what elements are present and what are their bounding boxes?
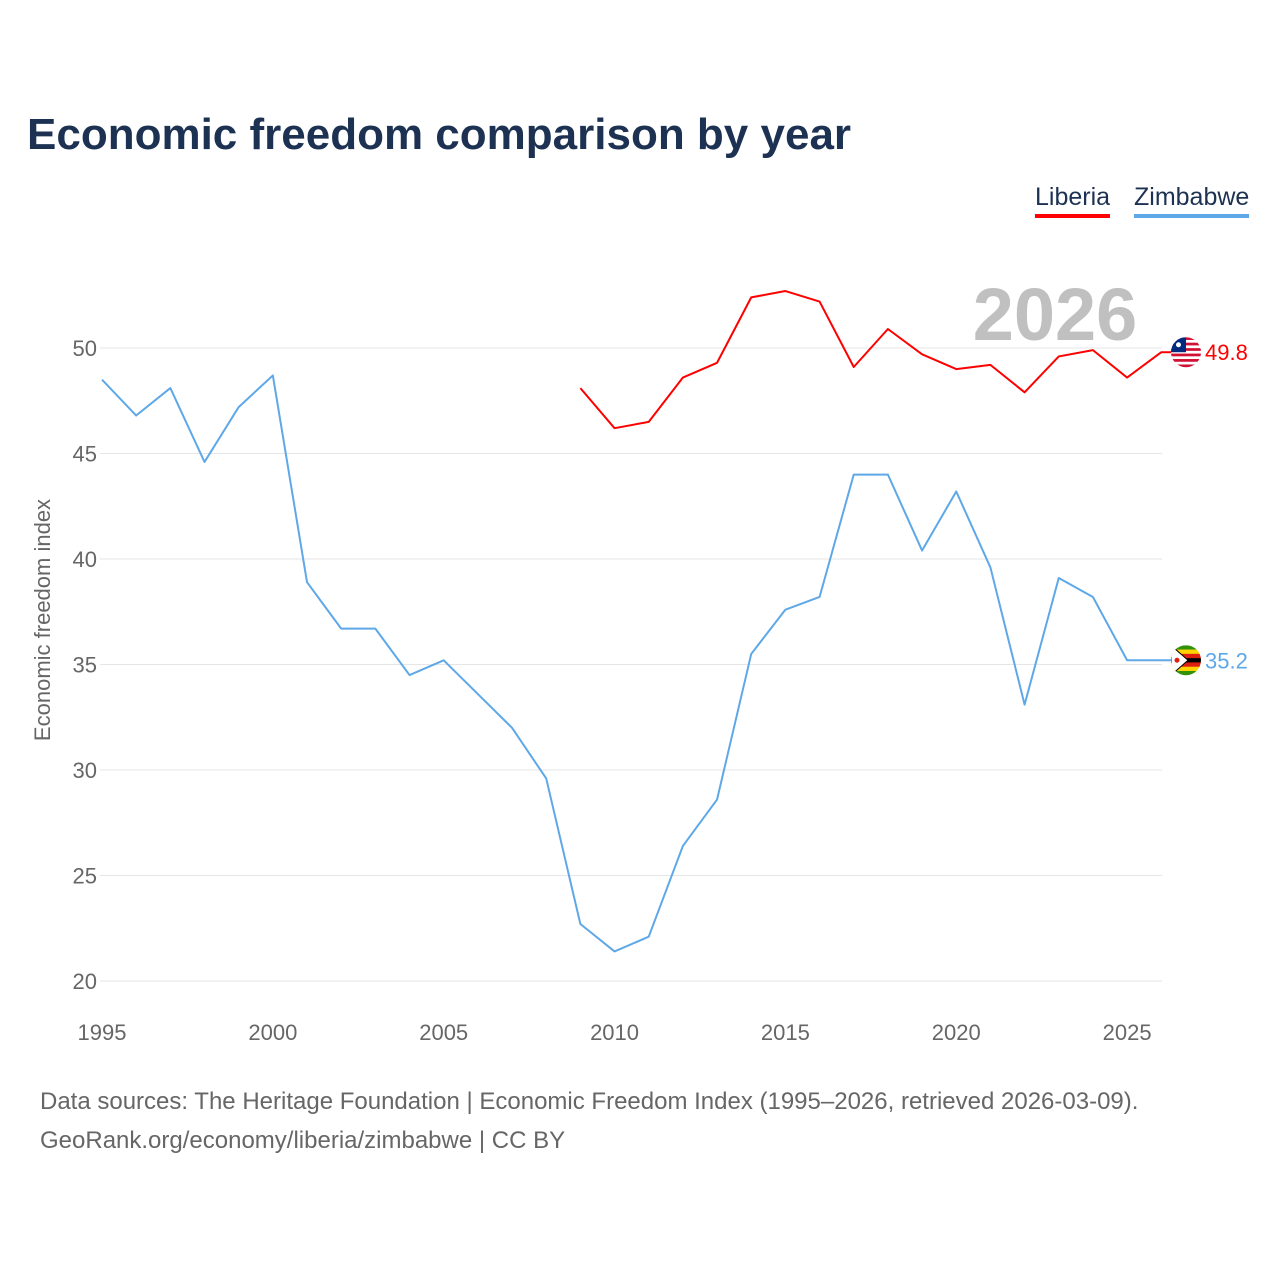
flag-stripe: [1171, 364, 1201, 368]
y-tick-label: 45: [73, 442, 97, 467]
x-tick-label: 1995: [78, 1020, 127, 1045]
x-tick-label: 2025: [1103, 1020, 1152, 1045]
flag-body: [1171, 645, 1201, 676]
flag-stripe: [1171, 662, 1201, 668]
series-line-zimbabwe: [101, 374, 1162, 953]
flag-stripe: [1171, 666, 1201, 672]
flag-stripe: [1171, 353, 1201, 357]
y-tick-label: 40: [73, 547, 97, 572]
end-value-label: 35.2: [1205, 648, 1248, 673]
year-watermark: 2026: [973, 273, 1138, 356]
legend-zimbabwe[interactable]: Zimbabwe: [1134, 183, 1250, 218]
footer-credit: GeoRank.org/economy/liberia/zimbabwe | C…: [40, 1127, 566, 1154]
series-line-liberia: [579, 290, 1162, 430]
x-tick-label: 2010: [590, 1020, 639, 1045]
y-tick-label: 30: [73, 758, 97, 783]
y-tick-label: 50: [73, 336, 97, 361]
footer-sources: Data sources: The Heritage Foundation | …: [40, 1088, 1139, 1115]
legend-liberia[interactable]: Liberia: [1035, 183, 1111, 218]
zimbabwe-flag-icon: [1171, 645, 1201, 676]
flag-stripe: [1171, 670, 1201, 676]
end-value-label: 49.8: [1205, 340, 1248, 365]
x-tick-label: 2020: [932, 1020, 981, 1045]
flag-stripe: [1171, 653, 1201, 659]
flag-stripe: [1171, 645, 1201, 650]
chart-title: Economic freedom comparison by year: [27, 110, 852, 159]
flag-star: [1176, 342, 1181, 348]
y-tick-label: 20: [73, 969, 97, 994]
x-tick-label: 2000: [248, 1020, 297, 1045]
flag-stripe: [1171, 649, 1201, 655]
y-axis-label: Economic freedom index: [30, 499, 55, 741]
y-tick-label: 25: [73, 864, 97, 889]
flag-stripe: [1171, 359, 1201, 363]
flag-body: [1171, 337, 1201, 368]
flag-stripe: [1171, 350, 1201, 354]
liberia-flag-icon: [1171, 337, 1201, 368]
flag-stripe: [1171, 361, 1201, 365]
flag-stripe: [1171, 356, 1201, 360]
x-tick-label: 2005: [419, 1020, 468, 1045]
x-tick-label: 2015: [761, 1020, 810, 1045]
flag-star: [1174, 657, 1180, 663]
y-tick-label: 35: [73, 653, 97, 678]
